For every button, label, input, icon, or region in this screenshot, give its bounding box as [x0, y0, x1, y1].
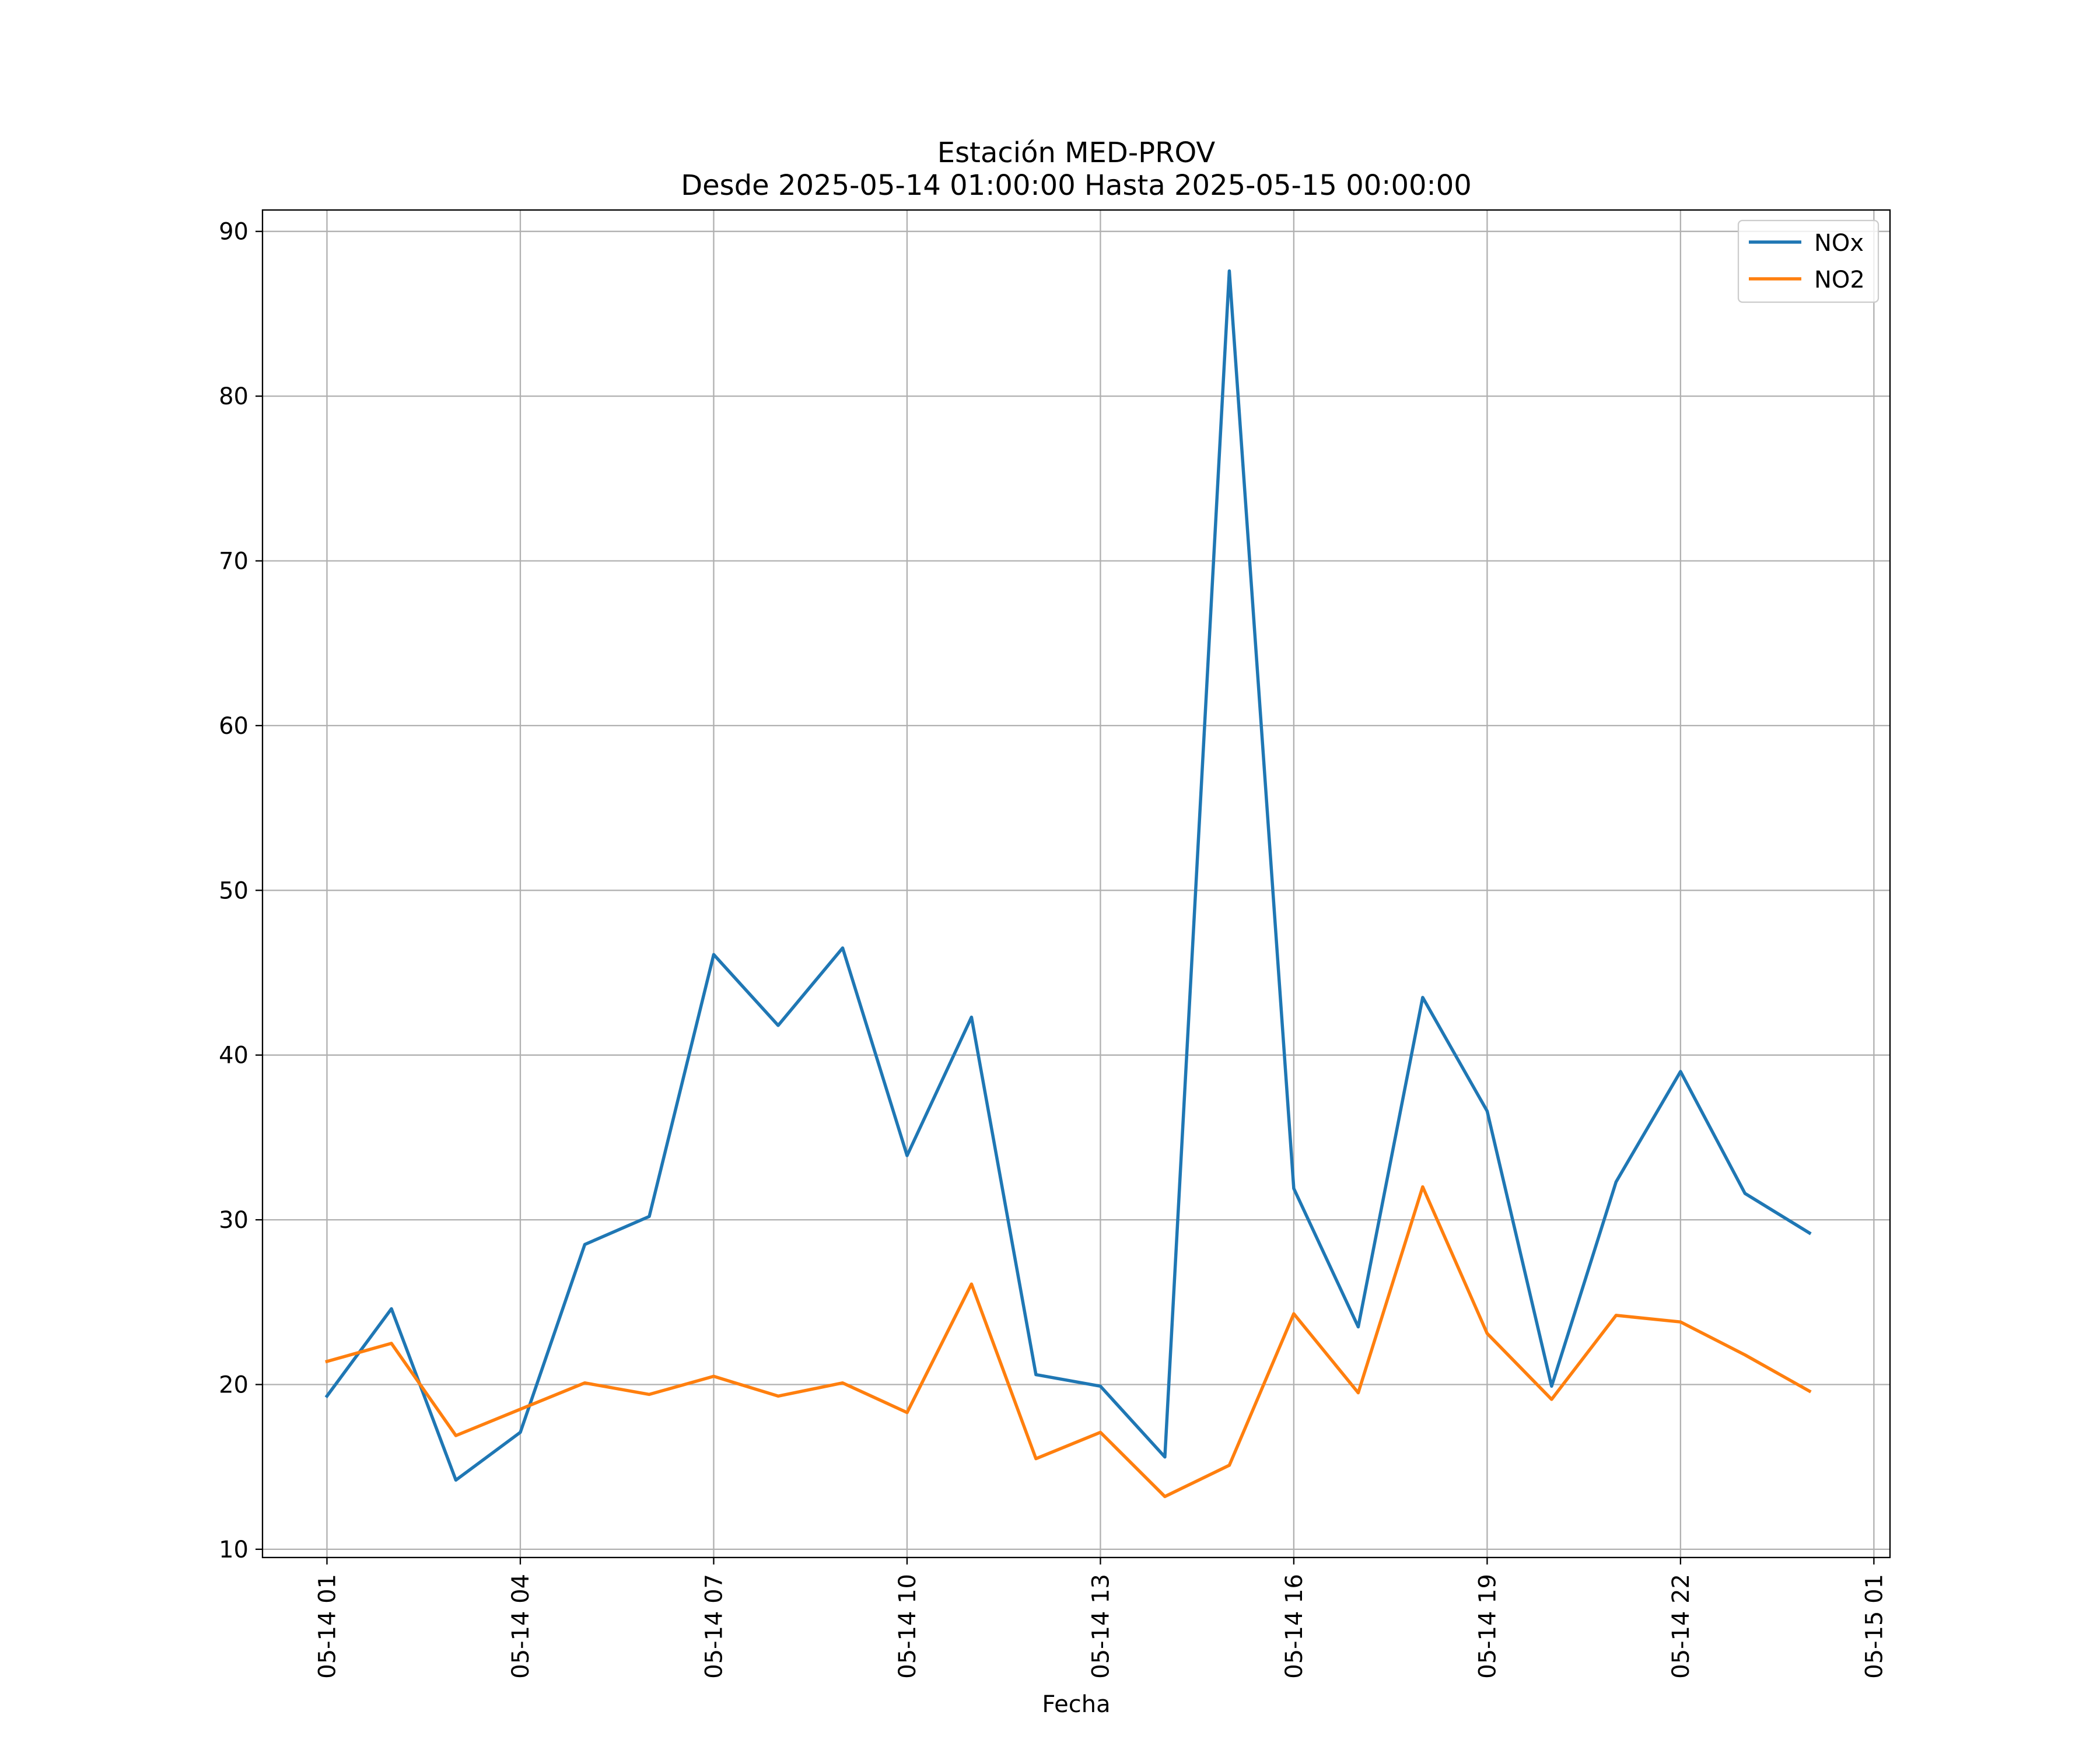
y-tick-label: 50	[219, 877, 249, 904]
x-tick-label: 05-14 01	[314, 1574, 341, 1679]
x-axis-label: Fecha	[1042, 1691, 1110, 1718]
legend-label-nox: NOx	[1814, 230, 1864, 257]
x-tick-label: 05-14 16	[1281, 1574, 1308, 1679]
y-tick-label: 60	[219, 713, 249, 740]
y-tick-label: 80	[219, 383, 249, 410]
x-tick-label: 05-14 13	[1087, 1574, 1114, 1679]
x-tick-label: 05-14 19	[1474, 1574, 1501, 1679]
y-tick-label: 70	[219, 548, 249, 575]
x-tick-label: 05-14 22	[1668, 1574, 1695, 1679]
series-line-no2	[325, 1185, 1812, 1499]
series-line-nox	[324, 269, 1812, 1482]
y-tick-label: 90	[219, 219, 249, 246]
grid	[262, 210, 1890, 1558]
x-tick-label: 05-14 10	[894, 1574, 921, 1679]
x-tick-label: 05-14 07	[701, 1574, 727, 1679]
ticks: 05-14 01 05-14 04 05-14 07 05-14 10 05-14 13…	[219, 219, 1888, 1679]
axes-frame	[261, 209, 1891, 1559]
x-tick-label: 05-14 04	[508, 1574, 534, 1679]
legend-label-no2: NO2	[1814, 267, 1865, 293]
chart-title: Estación MED-PROV	[937, 136, 1216, 169]
chart-subtitle: Desde 2025-05-14 01:00:00 Hasta 2025-05-…	[681, 169, 1472, 202]
y-tick-label: 40	[219, 1042, 249, 1069]
x-tick-label: 05-15 01	[1861, 1574, 1888, 1679]
y-tick-label: 20	[219, 1371, 249, 1398]
series-lines	[324, 269, 1812, 1499]
y-tick-label: 10	[219, 1536, 249, 1563]
legend: NOx NO2	[1737, 219, 1880, 303]
y-tick-label: 30	[219, 1207, 249, 1234]
